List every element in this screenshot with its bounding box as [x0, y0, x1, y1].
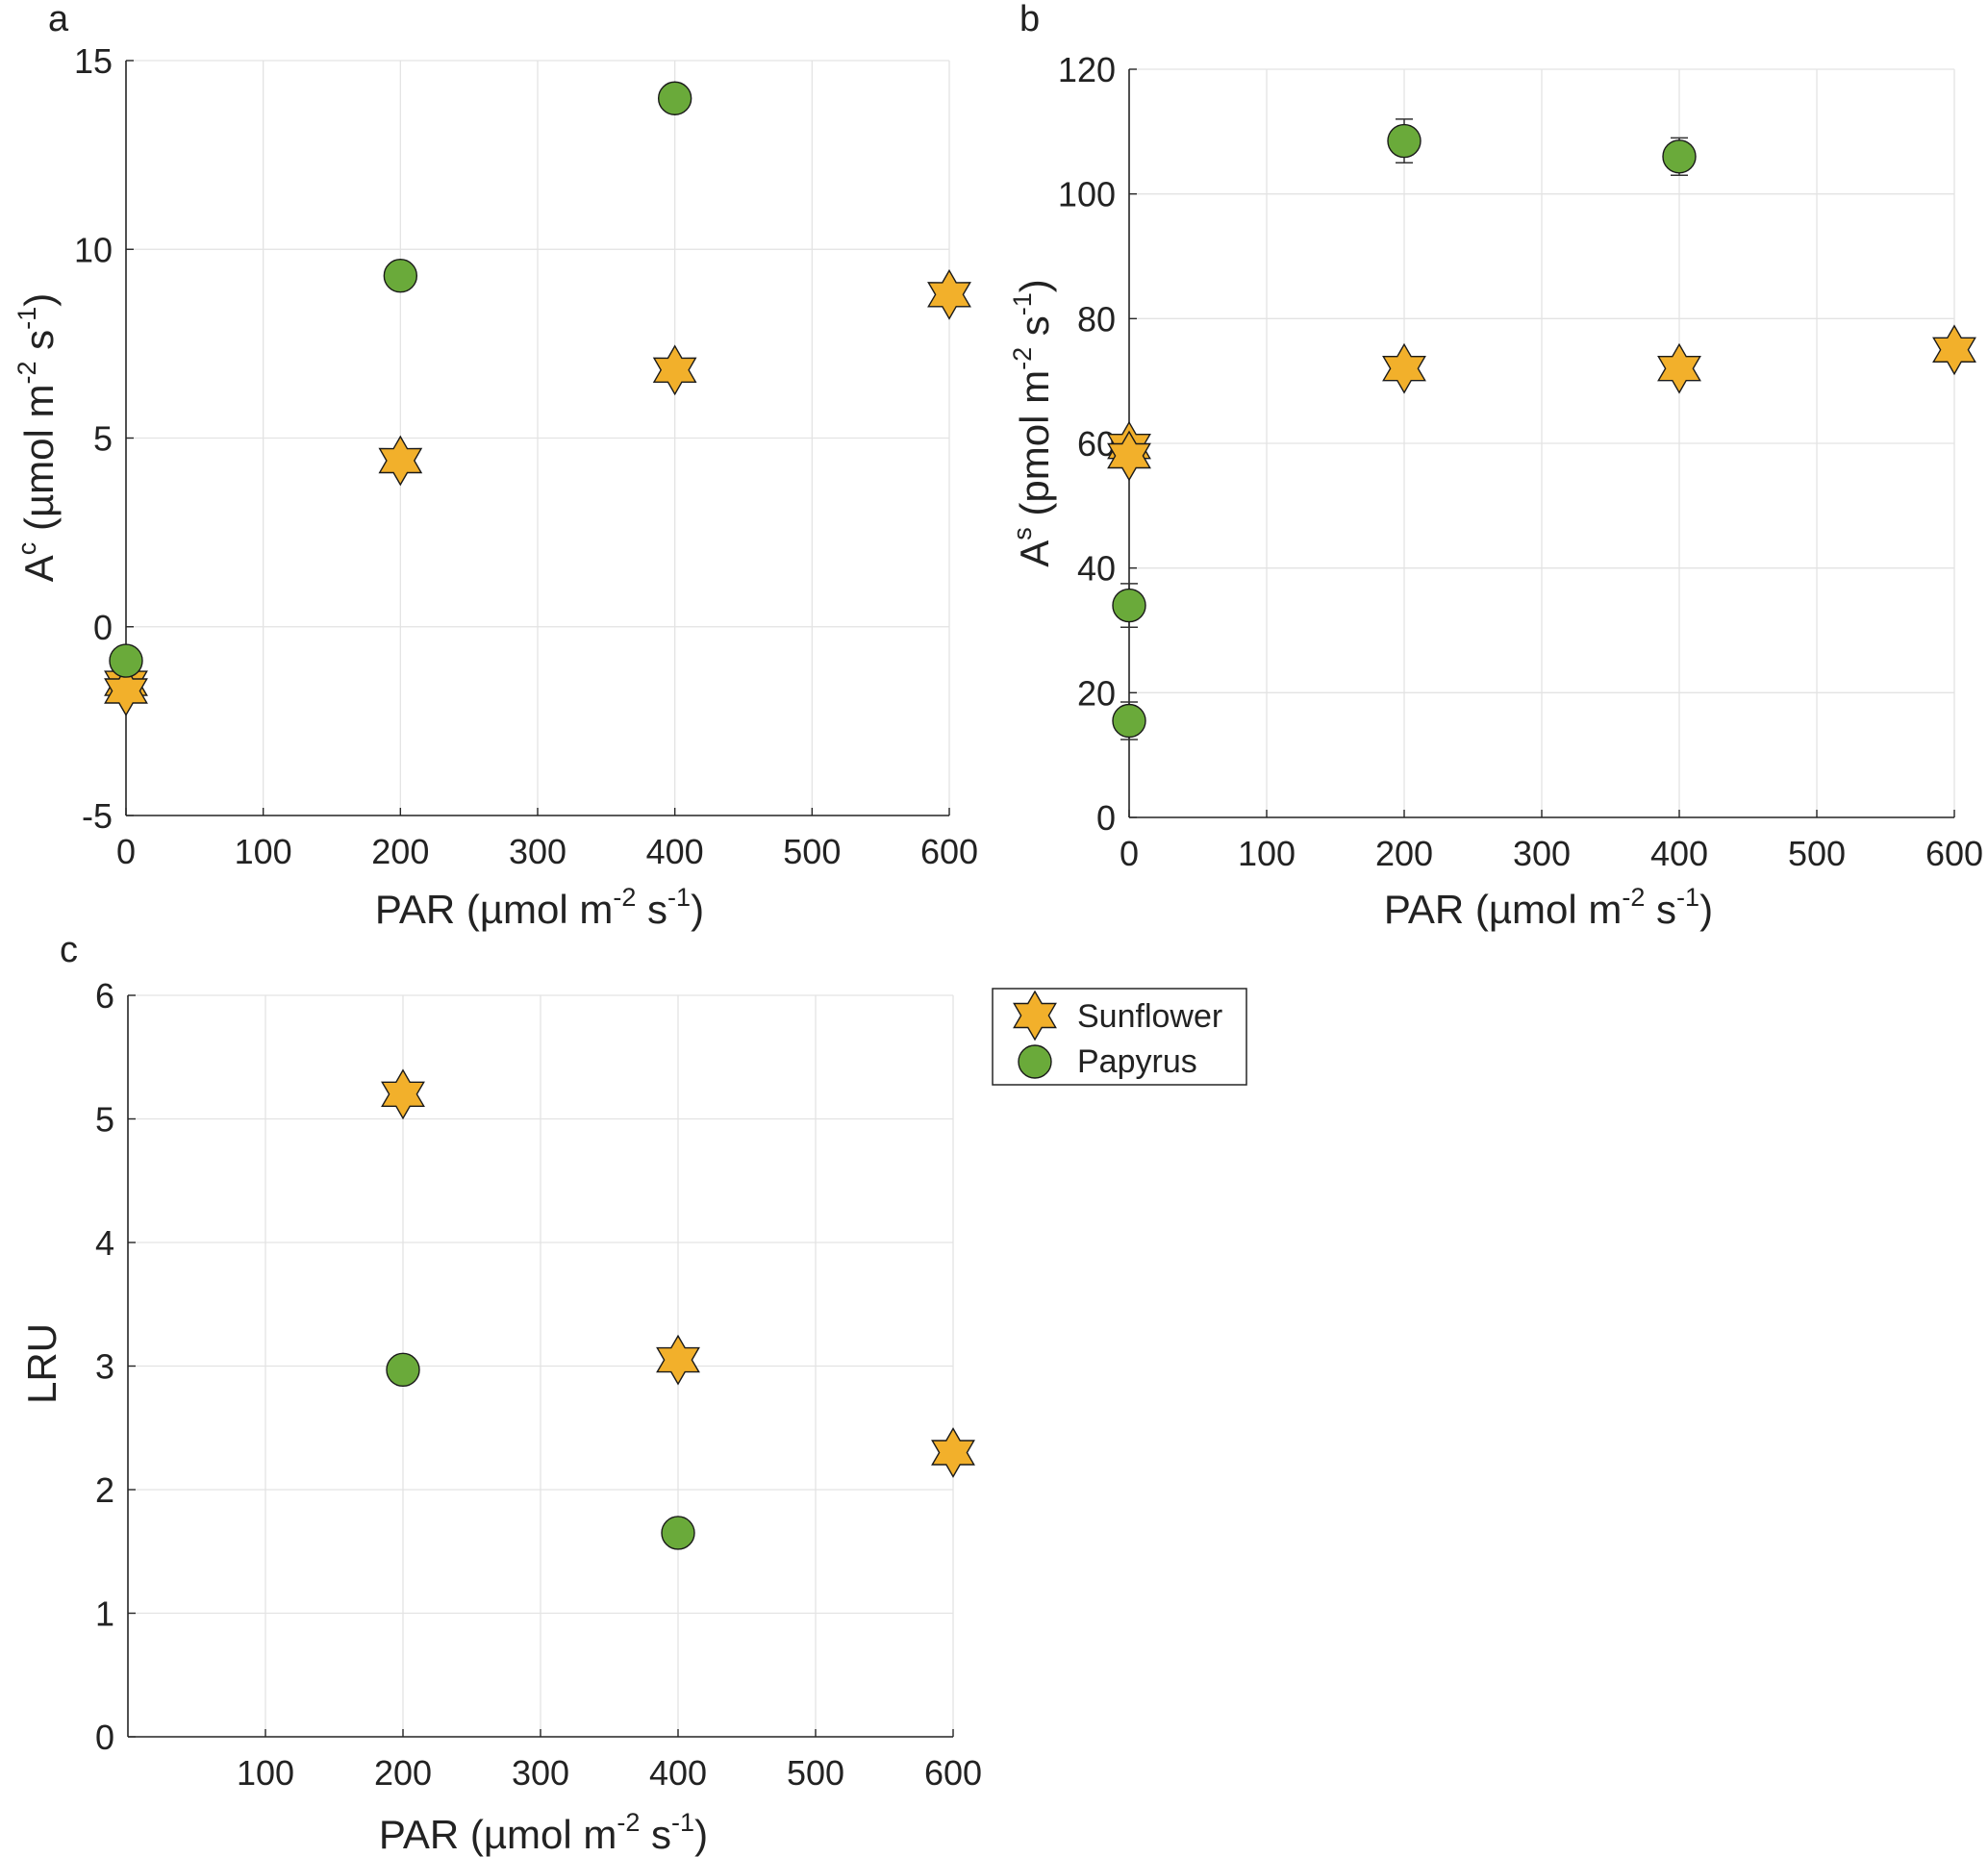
- sunflower-point: [104, 665, 148, 716]
- x-tick-label: 600: [920, 832, 978, 871]
- sunflower-point: [931, 1427, 975, 1478]
- x-tick-label: 400: [1650, 834, 1708, 873]
- x-tick-label: 100: [1238, 834, 1296, 873]
- x-tick-label: 500: [783, 832, 841, 871]
- papyrus-point: [657, 81, 692, 115]
- y-tick-label: 15: [74, 41, 113, 81]
- x-tick-label: 100: [237, 1753, 294, 1793]
- y-tick-label: 2: [95, 1470, 114, 1510]
- sunflower-point: [378, 435, 423, 487]
- y-tick-label: 10: [74, 230, 113, 269]
- y-tick-label: 0: [95, 1718, 114, 1757]
- y-tick-label: 0: [1096, 798, 1116, 838]
- x-tick-label: 600: [924, 1753, 982, 1793]
- y-tick-label: 100: [1058, 175, 1116, 214]
- panel-c-y-axis-label: LRU: [19, 1323, 64, 1404]
- legend-papyrus-label: Papyrus: [1077, 1043, 1197, 1080]
- y-tick-label: 20: [1077, 673, 1116, 713]
- legend-papyrus-marker: [1018, 1044, 1052, 1079]
- sunflower-point: [1932, 324, 1976, 376]
- sunflower-point: [381, 1068, 425, 1120]
- sunflower-point: [927, 268, 971, 320]
- sunflower-point: [1657, 342, 1701, 394]
- x-tick-label: 200: [1375, 834, 1433, 873]
- legend-sunflower-label: Sunflower: [1077, 998, 1222, 1035]
- panel-b-x-axis-label: PAR (µmol m-2 s-1): [1384, 883, 1713, 932]
- papyrus-point: [383, 259, 418, 293]
- papyrus-point: [109, 643, 143, 678]
- panel-a-grid: [125, 60, 950, 816]
- panel-a-y-axis-label: Ac (µmol m-2 s-1): [13, 293, 62, 582]
- papyrus-point: [1112, 588, 1146, 623]
- panel-c-grid: [127, 994, 954, 1738]
- panel-b-y-axis-label: As (pmol m-2 s-1): [1008, 279, 1057, 567]
- panel-b-grid: [1128, 68, 1955, 818]
- panel-c-ticks: 100 200 300 400 500 600 0 1 2 3 4 5 6: [95, 976, 982, 1793]
- x-tick-label: 200: [374, 1753, 432, 1793]
- panel-a-letter: a: [48, 0, 69, 39]
- y-tick-label: 5: [93, 419, 113, 459]
- papyrus-point: [386, 1352, 420, 1388]
- x-tick-label: 400: [646, 832, 704, 871]
- x-tick-label: 500: [787, 1753, 844, 1793]
- y-tick-label: 1: [95, 1594, 114, 1634]
- sunflower-point: [1382, 342, 1426, 394]
- y-tick-label: 80: [1077, 299, 1116, 339]
- x-tick-label: 100: [235, 832, 292, 871]
- papyrus-point: [1112, 703, 1146, 739]
- x-tick-label: 600: [1925, 834, 1983, 873]
- papyrus-point: [1662, 139, 1697, 174]
- x-tick-label: 0: [116, 832, 136, 871]
- legend-sunflower-symbol: [1013, 990, 1057, 1041]
- x-tick-label: 0: [1120, 834, 1139, 873]
- sunflower-point: [656, 1334, 700, 1386]
- x-tick-label: 300: [1513, 834, 1571, 873]
- y-tick-label: 4: [95, 1223, 114, 1263]
- panel-c-markers: [381, 1068, 975, 1550]
- papyrus-point: [1387, 123, 1422, 159]
- x-tick-label: 300: [509, 832, 566, 871]
- panel-b-letter: b: [1019, 0, 1040, 39]
- panel-c: c 100 200 300 400 500 600 0 1 2 3 4 5 6 PAR (µmol m-…: [19, 930, 982, 1857]
- sunflower-point: [652, 344, 697, 396]
- y-tick-label: 6: [95, 976, 114, 1016]
- legend-papyrus-symbol: [1018, 1044, 1052, 1079]
- y-tick-label: -5: [82, 796, 113, 836]
- panel-a-x-axis-label: PAR (µmol m-2 s-1): [375, 883, 704, 932]
- y-tick-label: 0: [93, 608, 113, 647]
- y-tick-label: 120: [1058, 50, 1116, 89]
- x-tick-label: 500: [1788, 834, 1846, 873]
- y-tick-label: 3: [95, 1347, 114, 1387]
- x-tick-label: 300: [512, 1753, 569, 1793]
- panel-c-x-axis-label: PAR (µmol m-2 s-1): [379, 1808, 708, 1857]
- y-tick-label: 5: [95, 1100, 114, 1140]
- panel-b-markers: [1107, 123, 1976, 739]
- legend-sunflower-marker: [1013, 990, 1057, 1041]
- x-tick-label: 200: [371, 832, 429, 871]
- legend: Sunflower Papyrus: [992, 988, 1247, 1086]
- x-tick-label: 400: [649, 1753, 707, 1793]
- papyrus-point: [661, 1516, 695, 1550]
- panel-a-markers: [104, 81, 971, 716]
- panel-c-letter: c: [60, 930, 78, 970]
- sunflower-point: [1107, 430, 1151, 482]
- y-tick-label: 40: [1077, 549, 1116, 589]
